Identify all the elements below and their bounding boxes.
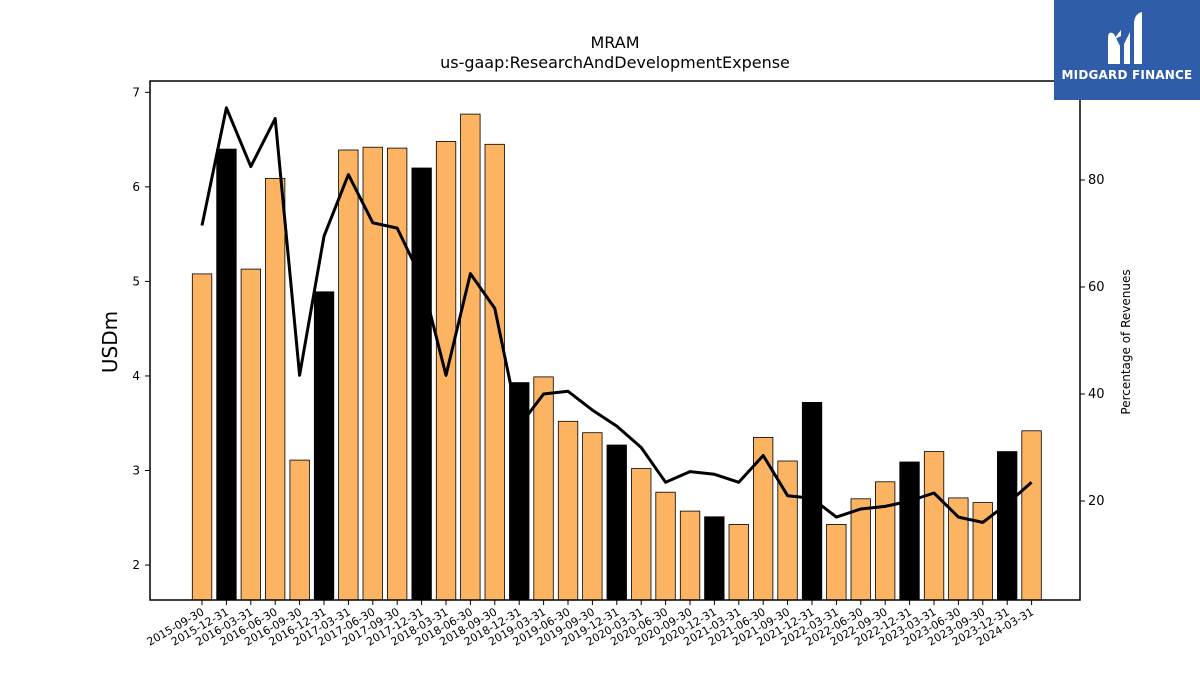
- plot-frame: [149, 80, 1081, 601]
- chart-title: MRAM: [590, 33, 639, 52]
- bar-quarter: [875, 481, 896, 601]
- y2-tick-label: 40: [1088, 387, 1105, 402]
- chart-subtitle: us-gaap:ResearchAndDevelopmentExpense: [440, 53, 790, 72]
- y2-tick-label: 20: [1088, 494, 1105, 509]
- bar-quarter: [484, 143, 505, 601]
- bar-quarter: [289, 459, 310, 601]
- y-axis-left: 2 3 4 5 6 7: [132, 85, 150, 572]
- bar-quarter: [386, 147, 408, 601]
- bar-quarter: [240, 268, 262, 601]
- bars-group: [191, 113, 1042, 601]
- y-tick-label: 7: [132, 85, 140, 99]
- y-axis-right: 20 40 60 80: [1080, 173, 1105, 509]
- bar-quarter: [362, 146, 383, 601]
- y-tick-label: 4: [132, 369, 140, 383]
- bar-quarter: [679, 510, 701, 601]
- bar-quarter: [557, 420, 579, 601]
- y-tick-label: 2: [132, 558, 140, 572]
- bar-quarter: [533, 376, 554, 601]
- bar-year-end: [411, 167, 432, 601]
- bar-quarter: [631, 468, 652, 601]
- line-group: [200, 106, 1033, 524]
- bar-quarter: [338, 149, 359, 601]
- y-tick-label: 3: [132, 463, 140, 477]
- bar-quarter: [582, 432, 603, 601]
- bar-year-end: [216, 148, 237, 601]
- bar-year-end: [997, 451, 1018, 601]
- y2-tick-label: 60: [1088, 280, 1105, 295]
- bar-year-end: [899, 461, 920, 601]
- y-tick-label: 5: [132, 274, 140, 288]
- bar-quarter: [264, 177, 286, 601]
- bar-quarter: [655, 491, 676, 601]
- y2-axis-label: Percentage of Revenues: [1119, 269, 1133, 414]
- line-series-percentage: [200, 106, 1033, 524]
- bar-quarter: [826, 524, 847, 601]
- y2-tick-label: 80: [1088, 173, 1105, 188]
- x-axis: 2015-09-302015-12-312016-03-312016-06-30…: [145, 600, 1036, 649]
- bar-year-end: [313, 291, 335, 601]
- logo-icon: [1108, 12, 1142, 64]
- y-axis-label: USDm: [98, 311, 122, 373]
- bar-quarter: [850, 498, 871, 601]
- bar-quarter: [460, 113, 481, 601]
- bar-year-end: [801, 401, 823, 601]
- bar-quarter: [948, 497, 969, 601]
- brand-logo: MIDGARD FINANCE: [1054, 0, 1200, 100]
- bar-quarter: [728, 524, 749, 601]
- bar-year-end: [606, 444, 627, 601]
- y-tick-label: 6: [132, 180, 140, 194]
- bar-quarter: [1021, 430, 1042, 601]
- brand-name: MIDGARD FINANCE: [1061, 68, 1193, 82]
- bar-quarter: [923, 451, 945, 601]
- bar-quarter: [191, 273, 213, 601]
- bar-year-end: [704, 516, 725, 601]
